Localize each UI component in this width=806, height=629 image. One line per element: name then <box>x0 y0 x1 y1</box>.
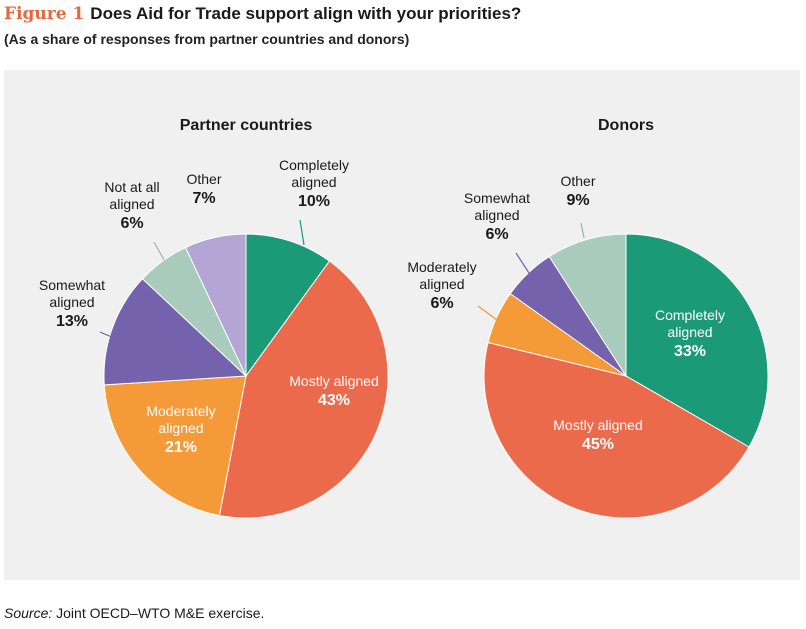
slice-label-text: Moderately <box>407 259 476 275</box>
slice-value-label: 33% <box>674 343 706 360</box>
slice-label-text: aligned <box>474 207 519 223</box>
pie-charts: Partner countriesCompletelyaligned10%Mos… <box>39 117 769 519</box>
source-label: Source: <box>4 605 53 621</box>
pie-title: Partner countries <box>180 117 313 134</box>
partner-countries-pie: Partner countriesCompletelyaligned10%Mos… <box>39 117 389 519</box>
slice-value-label: 7% <box>192 190 215 207</box>
slice-label-text: aligned <box>49 294 94 310</box>
leader-line <box>299 219 305 246</box>
leader-line <box>153 241 165 261</box>
slice-label-text: Somewhat <box>464 190 530 206</box>
slice-value-label: 6% <box>430 295 453 312</box>
chart-panel: Partner countries Completely aligned 10% Mos… <box>4 70 800 580</box>
leader-line <box>580 222 585 239</box>
slice-label-text: aligned <box>291 174 336 190</box>
slice-label-text: Completely <box>279 157 349 173</box>
figure-subtitle: (As a share of responses from partner co… <box>4 31 410 47</box>
pie-slice-moderately-aligned <box>103 375 247 517</box>
slice-value-label: 21% <box>165 439 197 456</box>
pie-slice-completely-aligned <box>625 233 769 448</box>
slice-value-label: 45% <box>582 436 614 453</box>
figure-title: Figure 1 Does Aid for Trade support align… <box>4 4 521 24</box>
slice-label-mostly-aligned: Mostly aligned 43% <box>289 373 379 409</box>
source-note: Source: Joint OECD–WTO M&E exercise. <box>4 605 264 621</box>
slice-label-text: Mostly aligned <box>553 417 643 433</box>
pie-slice-other <box>548 233 627 378</box>
pie-title: Donors <box>598 117 654 134</box>
slice-label-text: Completely <box>655 307 725 323</box>
slice-label-text: Other <box>186 171 221 187</box>
leader-line <box>515 252 530 274</box>
pie-slice-mostly-aligned <box>483 341 750 519</box>
slice-label-mostly-aligned: Mostly aligned 45% <box>553 417 643 453</box>
slice-label-other: Other 7% <box>186 171 221 207</box>
slice-value-label: 43% <box>318 392 350 409</box>
slice-value-label: 6% <box>120 215 143 232</box>
slice-label-text: Not at all <box>104 179 159 195</box>
slice-label-text: Other <box>560 173 595 189</box>
slice-value-label: 13% <box>56 313 88 330</box>
pie-slice-completely-aligned <box>245 233 331 378</box>
slice-value-label: 10% <box>298 193 330 210</box>
pie-slice-other <box>184 233 247 377</box>
slice-label-text: Somewhat <box>39 277 105 293</box>
figure-title-text: Does Aid for Trade support align with yo… <box>90 4 522 23</box>
source-text: Joint OECD–WTO M&E exercise. <box>56 605 265 621</box>
pie-slice-somewhat-aligned <box>103 278 248 386</box>
slice-label-text: aligned <box>109 196 154 212</box>
pie-slice-mostly-aligned <box>218 260 389 519</box>
leader-line <box>477 305 498 321</box>
slice-label-text: aligned <box>158 420 203 436</box>
figure-number: Figure 1 <box>4 4 85 24</box>
slice-label-text: aligned <box>419 276 464 292</box>
slice-label-text: Mostly aligned <box>289 373 379 389</box>
slice-value-label: 6% <box>485 226 508 243</box>
leader-line <box>99 331 115 339</box>
slice-label-text: Moderately <box>146 403 215 419</box>
slice-value-label: 9% <box>566 192 589 209</box>
slice-label-text: aligned <box>667 324 712 340</box>
slice-label-other: Other 9% <box>560 173 596 239</box>
